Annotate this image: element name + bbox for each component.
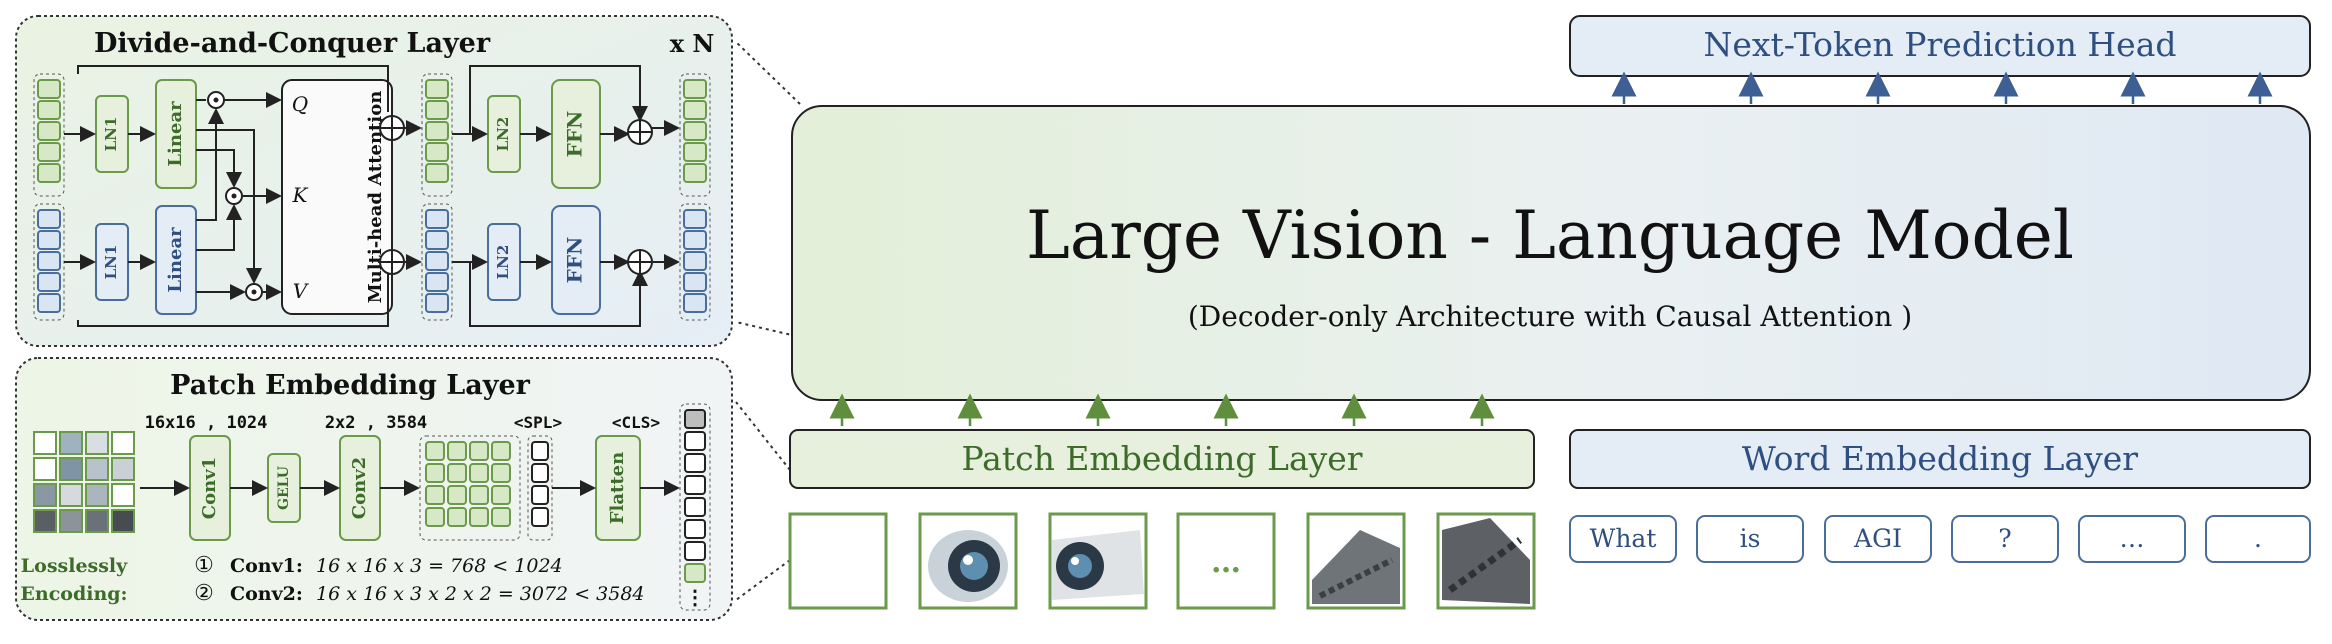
svg-text:Multi-head Attention: Multi-head Attention [365, 91, 386, 304]
patch-up-arrows [829, 393, 1495, 426]
word-token: What [1569, 515, 1677, 563]
image-tiles: … [788, 512, 1536, 610]
word-embedding-bar: Word Embedding Layer [1569, 429, 2311, 489]
pe-shape1: 16x16 , 1024 [145, 413, 268, 433]
svg-text:Linear: Linear [165, 101, 186, 167]
word-token: AGI [1824, 515, 1932, 563]
dc-connectors-2 [404, 65, 680, 327]
dc-output-tokens [679, 73, 711, 321]
pe-layer-title: Patch Embedding Layer [170, 370, 530, 401]
svg-text:FFN: FFN [563, 111, 587, 158]
main-model-subtitle: (Decoder-only Architecture with Causal A… [1188, 300, 1912, 333]
pe-conv1-block: Conv1 [189, 435, 231, 541]
pe-eq1-label: Conv1: [230, 555, 303, 577]
svg-text:Flatten: Flatten [607, 452, 628, 524]
next-token-head-label: Next-Token Prediction Head [1703, 25, 2176, 64]
pe-lossless-line1: Losslessly [21, 555, 128, 577]
image-tile-eye-2 [1048, 512, 1148, 610]
dc-input-tokens-green [33, 73, 65, 197]
dc-v-label: V [293, 279, 310, 303]
dc-ln1-blue: LN1 [95, 223, 129, 301]
head-arrows [1611, 71, 2273, 104]
svg-text:?: ? [1998, 524, 2011, 553]
image-tile-eye-1 [918, 512, 1018, 610]
svg-text:Conv1: Conv1 [199, 457, 220, 519]
word-token: is [1696, 515, 1804, 563]
svg-text:LN1: LN1 [102, 245, 120, 280]
image-tile-ellipsis: … [1176, 512, 1276, 610]
svg-text:.: . [2254, 524, 2262, 553]
pe-flatten-block: Flatten [595, 435, 641, 541]
patch-embedding-label: Patch Embedding Layer [961, 439, 1362, 478]
dc-input-tokens-blue [33, 203, 65, 321]
pe-eq1-expr: 16 x 16 x 3 = 768 < 1024 [316, 555, 563, 577]
dc-mult-nodes [207, 91, 263, 301]
dc-connectors [64, 65, 392, 327]
word-token: . [2205, 515, 2311, 563]
svg-text:…: … [1211, 545, 1241, 580]
svg-text:GELU: GELU [276, 466, 292, 510]
svg-text:…: … [2120, 524, 2145, 553]
pe-eq2-expr: 16 x 16 x 3 x 2 x 2 = 3072 < 3584 [316, 583, 645, 605]
main-model-block: Large Vision - Language Model (Decoder-o… [791, 105, 2311, 401]
pe-eq2-label: Conv2: [230, 583, 303, 605]
dc-q-label: Q [292, 92, 308, 116]
pe-spl-column [527, 435, 553, 541]
pe-image-patches [33, 431, 135, 533]
dc-ffn-blue: FFN [551, 205, 601, 315]
svg-text:Linear: Linear [165, 227, 186, 293]
pe-output-dots: ⋮ [685, 585, 705, 609]
main-model-title: Large Vision - Language Model [1026, 197, 2074, 274]
word-token: … [2078, 515, 2186, 563]
dc-repeat-label: x N [670, 29, 715, 58]
pe-shape2: 2x2 , 3584 [325, 413, 427, 433]
dc-ln1-green: LN1 [95, 95, 129, 173]
word-tokens: What is AGI ? … . [1569, 515, 2311, 563]
word-embedding-label: Word Embedding Layer [1742, 439, 2138, 478]
word-token: ? [1951, 515, 2059, 563]
dc-ln2-blue: LN2 [487, 223, 521, 301]
image-tile-tread-2 [1436, 512, 1536, 610]
svg-text:LN2: LN2 [494, 245, 512, 280]
pe-cls-token: <CLS> [612, 413, 660, 432]
image-tile-tread-1 [1306, 512, 1406, 610]
dc-linear-green: Linear [155, 79, 197, 189]
pe-eq1-number: ① [194, 553, 214, 578]
pe-gelu-block: GELU [267, 453, 301, 523]
dc-add-nodes-1 [379, 115, 405, 275]
patch-embedding-bar: Patch Embedding Layer [789, 429, 1535, 489]
dc-add-nodes-2 [627, 119, 653, 275]
dc-layer-panel: Divide-and-Conquer Layer x N LN1 LN1 [15, 15, 733, 347]
svg-text:What: What [1590, 524, 1657, 553]
dc-attention-block: Multi-head Attention Q K V [281, 79, 393, 315]
pe-eq2-number: ② [194, 581, 214, 606]
dc-ffn-green: FFN [551, 79, 601, 189]
pe-layer-panel: Patch Embedding Layer 16x16 , 1024 2x2 ,… [15, 357, 733, 621]
pe-lossless-line2: Encoding: [20, 583, 127, 605]
dc-ln2-green: LN2 [487, 95, 521, 173]
svg-text:LN1: LN1 [102, 117, 120, 152]
pe-spl-token: <SPL> [514, 413, 562, 432]
svg-text:is: is [1740, 524, 1761, 553]
image-tile-blank [788, 512, 888, 610]
pe-feature-map [419, 435, 521, 541]
pe-output-tokens: ⋮ [679, 403, 711, 611]
svg-text:AGI: AGI [1853, 524, 1902, 553]
svg-text:FFN: FFN [563, 237, 587, 284]
pe-conv2-block: Conv2 [339, 435, 381, 541]
svg-text:Conv2: Conv2 [349, 457, 370, 519]
zoom-connectors [735, 41, 801, 601]
dc-linear-blue: Linear [155, 205, 197, 315]
dc-k-label: K [292, 183, 309, 207]
dc-layer-title: Divide-and-Conquer Layer [94, 28, 491, 59]
svg-text:LN2: LN2 [494, 117, 512, 152]
next-token-head: Next-Token Prediction Head [1569, 15, 2311, 77]
dc-mid-tokens [421, 73, 453, 321]
